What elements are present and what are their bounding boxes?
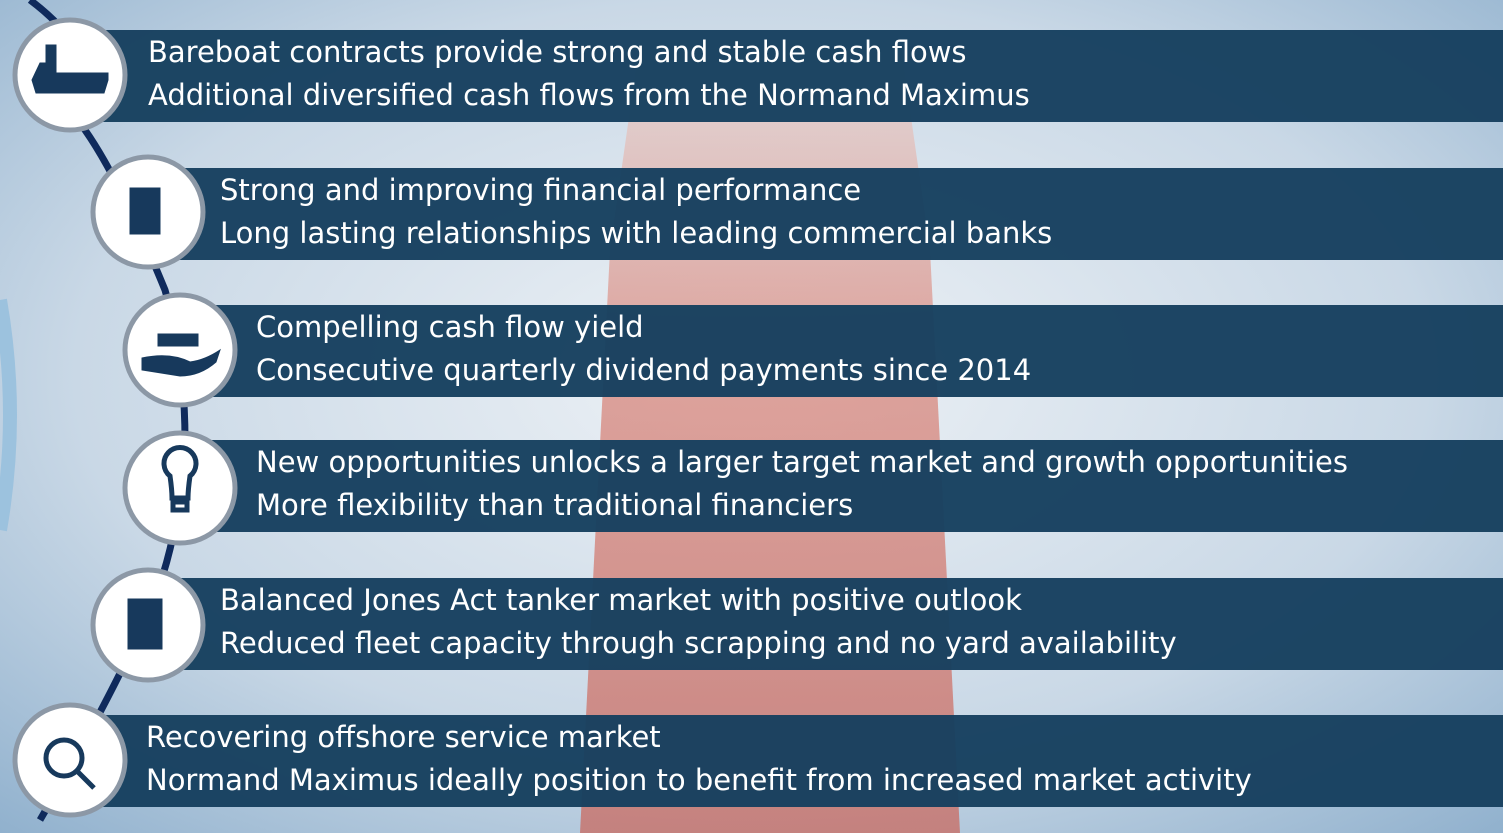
icon	[128, 599, 162, 649]
item-text: Strong and improving financial performan…	[220, 173, 861, 207]
item-text: Normand Maximus ideally position to bene…	[146, 763, 1252, 797]
item-text: Long lasting relationships with leading …	[220, 216, 1052, 250]
item: Bareboat contracts provide strong and st…	[15, 20, 1503, 130]
item: Recovering offshore service market Norman…	[15, 705, 1503, 815]
item-text: Recovering offshore service market	[146, 720, 661, 754]
slide: Bareboat contracts provide strong and st…	[0, 0, 1503, 833]
item-text: Bareboat contracts provide strong and st…	[148, 35, 967, 69]
page: {"items": [ {"lines": ["Bareboat contrac…	[0, 0, 1503, 833]
item: Balanced Jones Act tanker market with po…	[93, 570, 1503, 680]
item: Strong and improving financial performan…	[93, 157, 1503, 267]
item: Compelling cash flow yield Consecutive qu…	[125, 295, 1503, 405]
item-text: New opportunities unlocks a larger targe…	[256, 445, 1348, 479]
item-text: Compelling cash flow yield	[256, 310, 644, 344]
item-text: More flexibility than traditional financ…	[256, 488, 853, 522]
item-text: Additional diversified cash flows from t…	[148, 78, 1030, 112]
item-text: Consecutive quarterly dividend payments …	[256, 353, 1031, 387]
ship-image	[580, 40, 960, 833]
icon	[130, 188, 160, 234]
item: New opportunities unlocks a larger targe…	[125, 433, 1503, 543]
item-text: Balanced Jones Act tanker market with po…	[220, 583, 1022, 617]
icon-circle	[15, 705, 125, 815]
icon-circle	[125, 295, 235, 405]
item-text: Reduced fleet capacity through scrapping…	[220, 626, 1177, 660]
